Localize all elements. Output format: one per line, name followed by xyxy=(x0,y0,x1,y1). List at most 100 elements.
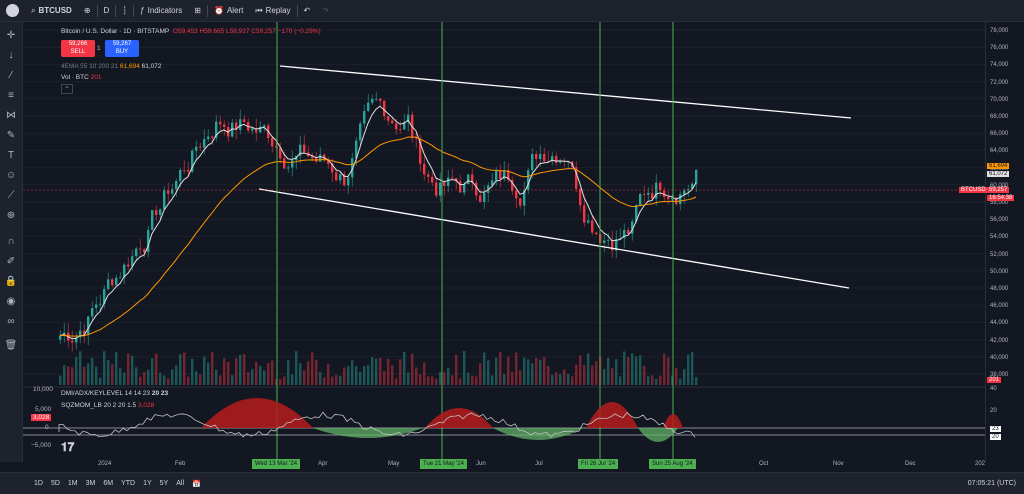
volume-bar xyxy=(119,368,122,385)
candle-body xyxy=(519,198,522,206)
range-5d[interactable]: 5D xyxy=(50,480,60,487)
candle-body xyxy=(479,195,482,203)
zoom-icon[interactable]: ⊕ xyxy=(6,209,16,221)
range-1y[interactable]: 1Y xyxy=(143,480,152,487)
pencil-lock-icon[interactable]: ✐ xyxy=(6,255,16,267)
redo-button[interactable]: ↷ xyxy=(316,0,335,21)
add-symbol-button[interactable]: ⊕ xyxy=(78,0,97,21)
pattern-icon[interactable]: ⋈ xyxy=(6,109,16,121)
candle-body xyxy=(399,129,402,131)
osc-left-tick: 10,000 xyxy=(33,386,53,393)
candle-body xyxy=(367,102,370,112)
volume-bar xyxy=(107,360,110,385)
candle-body xyxy=(299,144,302,156)
volume-bar xyxy=(563,369,566,385)
volume-bar xyxy=(431,376,434,385)
candle-body xyxy=(423,163,426,175)
volume-bar xyxy=(523,357,526,385)
price-tick: 64,000 xyxy=(990,148,1009,155)
range-6m[interactable]: 6M xyxy=(103,480,114,487)
volume-bar xyxy=(339,375,342,385)
range-ytd[interactable]: YTD xyxy=(121,480,136,487)
time-label: 2024 xyxy=(98,461,112,467)
sqz-histogram-up xyxy=(201,398,313,428)
vol-value: 201 xyxy=(90,74,102,81)
price-axis[interactable]: 78,000 76,000 74,000 72,000 70,000 68,000 66,0… xyxy=(985,22,1024,462)
trendline-icon[interactable]: ⁄ xyxy=(10,69,12,81)
volume-bar xyxy=(243,354,246,385)
price-tick: 78,000 xyxy=(990,28,1009,34)
buy-label: BUY xyxy=(115,49,129,55)
collapse-legend-button[interactable]: ⌃ xyxy=(61,84,73,94)
avatar[interactable] xyxy=(0,0,25,21)
volume-bar xyxy=(171,369,174,385)
volume-bar xyxy=(271,360,274,385)
ruler-icon[interactable]: ⟋ xyxy=(7,189,15,201)
volume-bar xyxy=(203,356,206,385)
candle-body xyxy=(691,183,694,190)
layouts-button[interactable]: ⊞ xyxy=(188,0,207,21)
volume-bar xyxy=(451,375,454,385)
volume-bar xyxy=(211,352,214,385)
volume-bar xyxy=(571,376,574,385)
fib-icon[interactable]: ≡ xyxy=(8,89,14,101)
candle-body xyxy=(391,120,394,124)
range-1m[interactable]: 1M xyxy=(67,480,78,487)
time-label: Jun xyxy=(476,461,486,467)
chart-type-button[interactable]: ┆ xyxy=(116,0,133,21)
range-1d[interactable]: 1D xyxy=(34,480,43,487)
emoji-icon[interactable]: ☺ xyxy=(5,169,17,181)
volume-bar xyxy=(531,363,534,385)
candle-body xyxy=(207,136,210,140)
eye-icon[interactable]: ◉ xyxy=(6,295,16,307)
candle-body xyxy=(591,220,594,233)
candle-body xyxy=(559,160,562,163)
replay-button[interactable]: ⏮ Replay xyxy=(255,5,291,16)
volume-bar xyxy=(311,352,314,385)
candle-body xyxy=(403,121,406,130)
alert-button[interactable]: ⏰ Alert xyxy=(213,6,244,15)
volume-bar xyxy=(411,353,414,385)
volume-bar xyxy=(323,377,326,385)
volume-bar xyxy=(655,378,658,385)
crosshair-icon[interactable]: ✛ xyxy=(6,29,16,41)
volume-bar xyxy=(111,364,114,385)
redo-icon: ↷ xyxy=(322,6,329,15)
range-3m[interactable]: 3M xyxy=(85,480,96,487)
text-icon[interactable]: T xyxy=(7,149,15,161)
volume-tag: 201 xyxy=(987,377,1002,383)
buy-button[interactable]: 59,267 BUY xyxy=(105,40,139,57)
price-tick: 68,000 xyxy=(990,114,1009,120)
range-5y[interactable]: 5Y xyxy=(159,480,169,487)
candle-body xyxy=(455,178,458,182)
volume-bar xyxy=(631,353,634,385)
interval-button[interactable]: D xyxy=(103,6,110,15)
volume-bar xyxy=(123,372,126,385)
chart-canvas[interactable] xyxy=(23,22,985,462)
last-price-tag: 59,257 xyxy=(987,187,1010,193)
lock-icon[interactable]: 🔒 xyxy=(4,275,18,287)
indicators-button[interactable]: ƒ Indicators xyxy=(140,6,183,15)
candles-icon: ┆ xyxy=(122,6,128,15)
volume-bar xyxy=(607,357,610,385)
link-icon[interactable]: ∞ xyxy=(7,315,15,327)
trash-icon[interactable]: 🗑 xyxy=(4,339,18,351)
volume-bar xyxy=(671,375,674,385)
undo-button[interactable]: ↶ xyxy=(298,0,317,21)
volume-bar xyxy=(167,378,170,385)
chart-pane[interactable]: Bitcoin / U.S. Dollar · 1D · BITSTAMP O5… xyxy=(23,22,985,469)
calendar-icon[interactable]: 📅 xyxy=(192,480,201,488)
arrow-icon[interactable]: ↓ xyxy=(8,49,14,61)
magnet-icon[interactable]: ∩ xyxy=(7,235,15,247)
sell-button[interactable]: 59,266 SELL xyxy=(61,40,95,57)
volume-bar xyxy=(71,367,74,385)
price-tick: 40,000 xyxy=(990,354,1009,361)
volume-bar xyxy=(99,377,102,385)
marker-date-label: Wed 13 Mar '24 xyxy=(252,459,301,469)
symbol-search[interactable]: ⌕ BTCUSD xyxy=(31,5,72,16)
range-all[interactable]: All xyxy=(176,480,185,487)
brush-icon[interactable]: ✎ xyxy=(6,129,16,141)
candle-body xyxy=(407,114,410,122)
candle-body xyxy=(643,193,646,195)
volume-bar xyxy=(287,360,290,385)
